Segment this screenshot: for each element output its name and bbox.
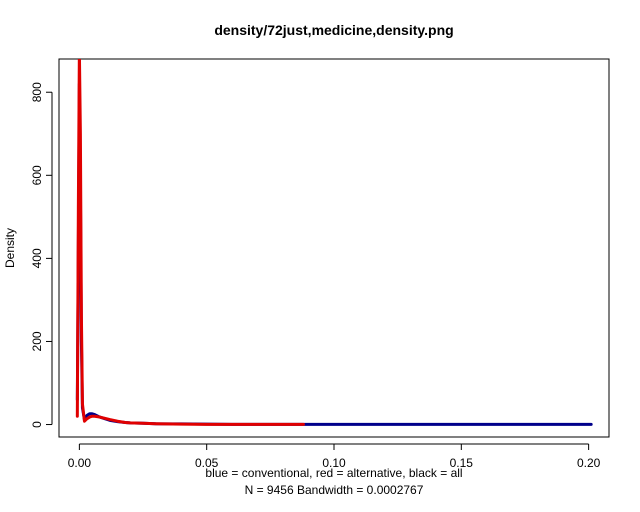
plot-area-frame xyxy=(58,58,610,438)
x-tick-label: 0.05 xyxy=(195,456,219,470)
x-tick-label: 0.20 xyxy=(577,456,601,470)
series-layer xyxy=(75,59,593,426)
x-tick-label: 0.15 xyxy=(450,456,474,470)
series-line-alternative xyxy=(75,59,305,426)
y-axis: 0 200 400 600 800 xyxy=(30,82,53,428)
x-axis-label-line2: N = 9456 Bandwidth = 0.0002767 xyxy=(245,483,424,497)
x-axis-label-line1: blue = conventional, red = alternative, … xyxy=(205,466,462,480)
y-axis-label: Density xyxy=(3,228,17,268)
y-tick-label: 0 xyxy=(30,421,44,428)
y-tick-label: 200 xyxy=(30,331,44,351)
x-axis: 0.00 0.05 0.10 0.15 0.20 xyxy=(68,443,601,470)
y-tick-label: 600 xyxy=(30,165,44,185)
x-tick-label: 0.10 xyxy=(322,456,346,470)
chart-title: density/72just,medicine,density.png xyxy=(214,22,453,38)
x-tick-label: 0.00 xyxy=(68,456,92,470)
y-tick-label: 800 xyxy=(30,82,44,102)
series-line-conventional xyxy=(75,82,593,426)
y-tick-label: 400 xyxy=(30,248,44,268)
